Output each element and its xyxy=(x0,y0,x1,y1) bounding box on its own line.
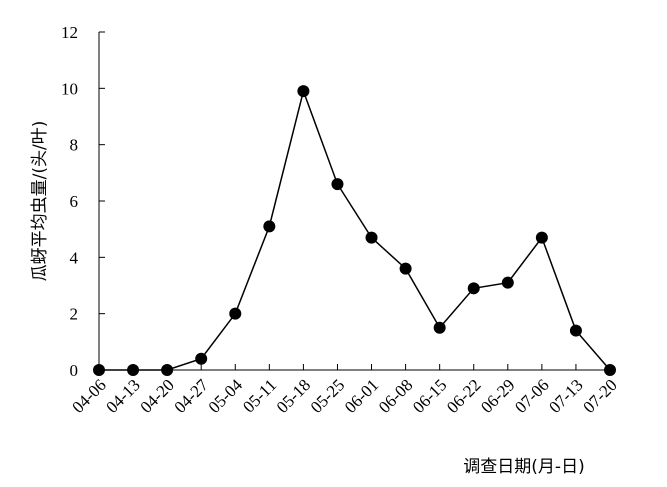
y-tick-label: 2 xyxy=(70,305,79,324)
data-point xyxy=(467,282,480,295)
x-axis-title: 调查日期(月-日) xyxy=(463,457,584,477)
y-tick-label: 0 xyxy=(70,361,79,380)
data-point xyxy=(331,178,344,191)
x-tick-label: 06-29 xyxy=(477,375,518,416)
x-tick-label: 06-22 xyxy=(443,375,484,416)
data-point xyxy=(569,324,582,337)
data-point xyxy=(263,220,276,233)
data-point xyxy=(501,276,514,289)
x-tick-label: 04-13 xyxy=(102,375,143,416)
y-tick-label: 8 xyxy=(70,136,79,155)
x-tick-label: 07-06 xyxy=(511,375,552,416)
x-tick-label: 05-04 xyxy=(205,375,247,417)
data-point xyxy=(195,352,208,365)
y-tick-label: 12 xyxy=(61,23,78,42)
series-line xyxy=(99,88,611,371)
x-tick-label: 06-01 xyxy=(341,375,382,416)
x-tick-label: 05-18 xyxy=(273,375,314,416)
x-tick-label: 04-06 xyxy=(68,375,109,416)
x-axis: 04-0604-1304-2004-2705-0405-1105-1805-25… xyxy=(68,364,621,417)
x-tick-label: 06-15 xyxy=(409,375,450,416)
data-point xyxy=(535,231,548,244)
x-tick-label: 04-27 xyxy=(171,375,213,417)
y-axis-title: 瓜蚜平均虫量/(头/叶) xyxy=(30,121,50,282)
data-point xyxy=(433,321,446,334)
data-point xyxy=(365,231,378,244)
x-tick-label: 05-11 xyxy=(239,375,280,416)
x-tick-label: 07-13 xyxy=(545,375,586,416)
data-point xyxy=(604,364,616,376)
x-tick-label: 07-20 xyxy=(579,375,620,416)
data-point xyxy=(161,364,174,376)
data-point xyxy=(93,364,105,376)
x-tick-label: 06-08 xyxy=(375,375,416,416)
x-tick-label: 04-20 xyxy=(136,375,177,416)
data-point xyxy=(297,85,310,98)
y-tick-label: 10 xyxy=(61,79,78,98)
data-point xyxy=(127,364,140,376)
data-point xyxy=(399,262,412,275)
data-point xyxy=(229,307,242,320)
data-series xyxy=(93,85,616,376)
y-axis: 0 2 4 6 8 10 12 xyxy=(61,23,105,380)
y-tick-label: 4 xyxy=(70,248,79,267)
x-tick-label: 05-25 xyxy=(307,375,348,416)
y-tick-label: 6 xyxy=(70,192,79,211)
